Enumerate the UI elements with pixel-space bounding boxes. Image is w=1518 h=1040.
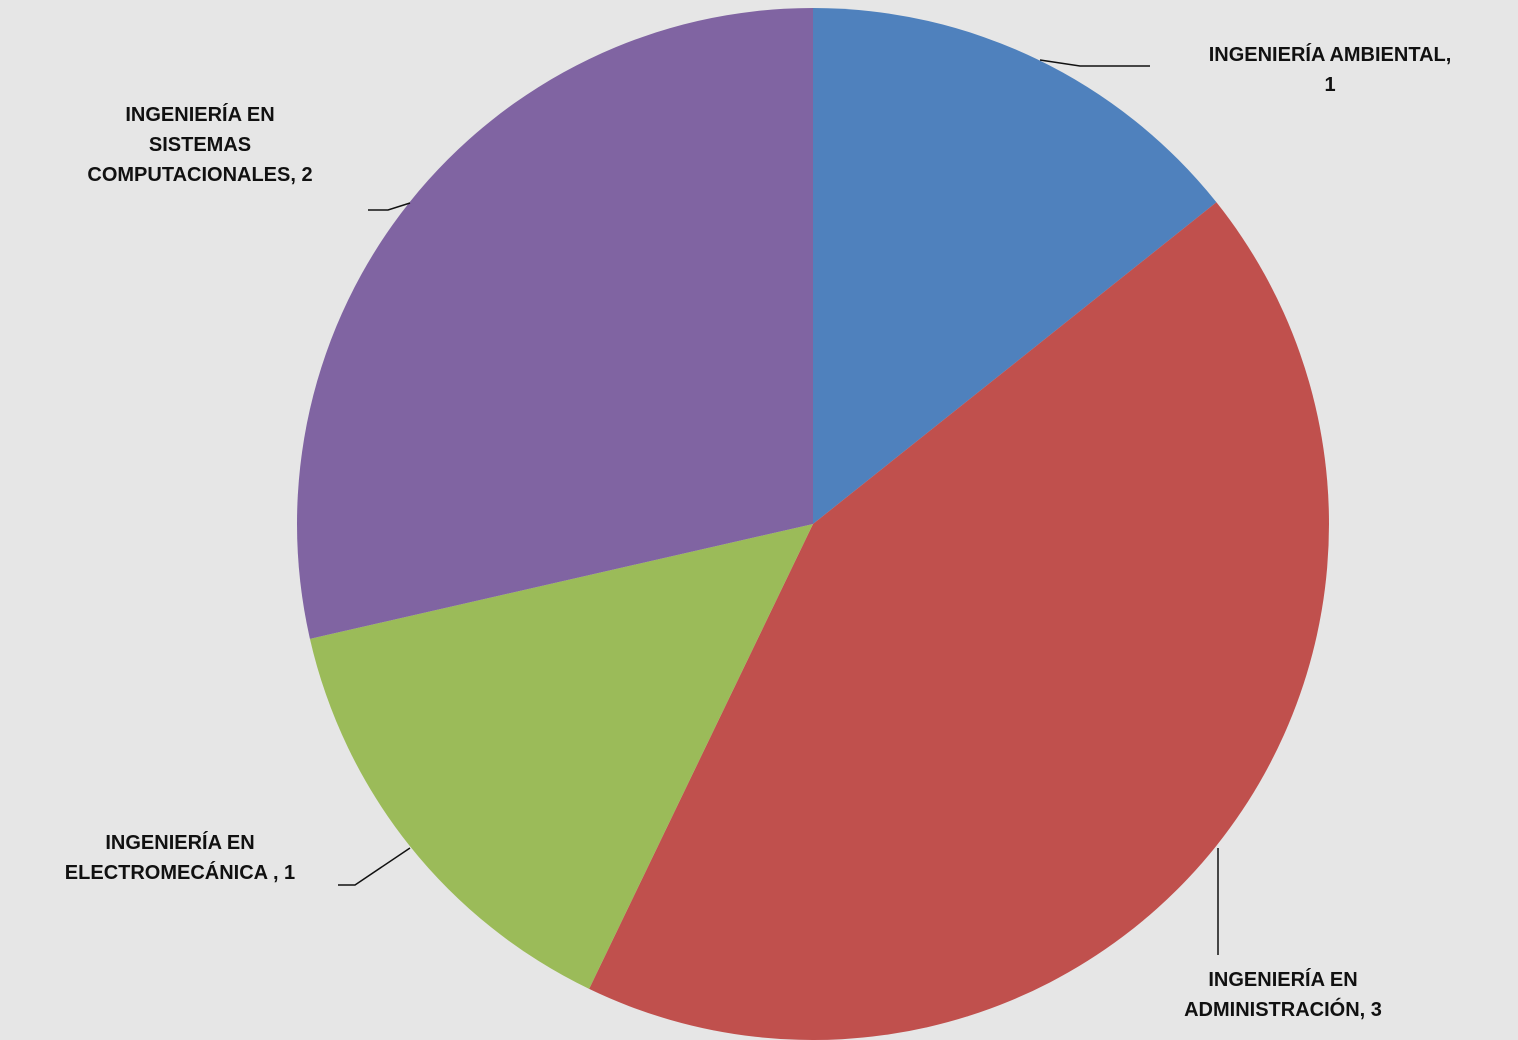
- leader-line: [368, 202, 411, 211]
- data-label: INGENIERÍA AMBIENTAL, 1: [1208, 44, 1452, 96]
- pie-slice: [309, 524, 813, 989]
- pie-slice: [297, 8, 813, 639]
- leader-line: [1039, 59, 1150, 67]
- data-label: INGENIERÍA EN SISTEMAS COMPUTACIONALES, …: [87, 104, 313, 186]
- leader-line: [338, 847, 411, 886]
- pie-slice: [589, 202, 1329, 1040]
- pie: [297, 8, 1329, 1040]
- data-label: INGENIERÍA EN ELECTROMECÁNICA , 1: [64, 832, 296, 884]
- data-label: INGENIERÍA EN ADMINISTRACIÓN, 3: [1184, 969, 1382, 1021]
- pie-slice: [813, 8, 1217, 524]
